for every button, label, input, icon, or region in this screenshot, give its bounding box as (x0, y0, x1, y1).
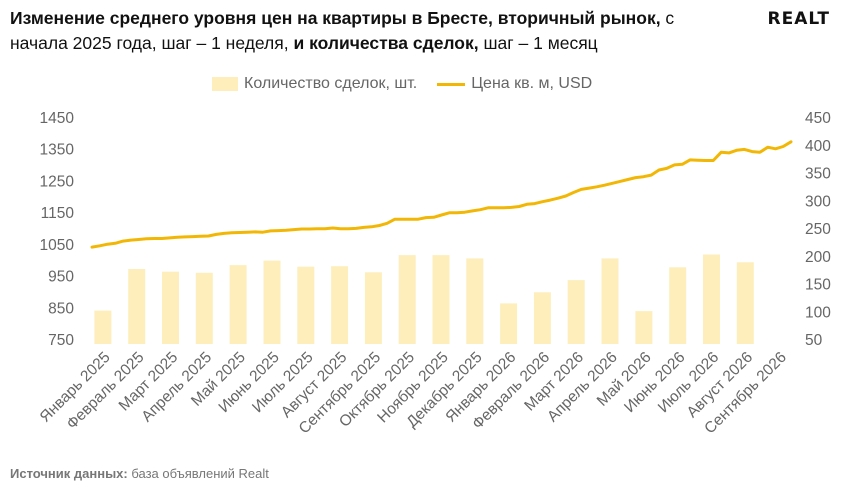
left-tick-label: 1250 (40, 173, 75, 190)
price-line (90, 140, 793, 249)
bar-6 (297, 266, 315, 344)
bar-19 (736, 262, 754, 344)
bars-layer (94, 254, 754, 344)
bar-1 (128, 269, 146, 344)
bar-18 (703, 254, 720, 344)
source-text: база объявлений Realt (127, 466, 269, 481)
bar-15 (601, 258, 619, 344)
chart-title: Изменение среднего уровня цен на квартир… (10, 6, 730, 56)
legend-swatch-bars (212, 77, 238, 91)
bar-16 (635, 311, 653, 344)
right-tick-label: 150 (805, 277, 831, 294)
bar-8 (364, 272, 382, 344)
right-tick-label: 50 (805, 332, 823, 349)
bar-9 (398, 255, 416, 344)
legend-item-line: Цена кв. м, USD (437, 75, 592, 93)
bar-2 (162, 271, 179, 344)
left-tick-label: 1050 (40, 237, 75, 254)
bar-4 (229, 265, 247, 344)
title-part3: и количества сделок, (293, 33, 479, 53)
left-tick-label: 1450 (40, 110, 75, 127)
bar-11 (466, 258, 484, 344)
source-note: Источник данных: база объявлений Realt (10, 466, 269, 481)
right-tick-label: 400 (805, 138, 831, 155)
legend-item-bars: Количество сделок, шт. (212, 75, 417, 93)
chart-legend: Количество сделок, шт. Цена кв. м, USD (212, 72, 612, 96)
right-tick-label: 100 (805, 304, 831, 321)
bar-7 (331, 266, 349, 344)
legend-label-line: Цена кв. м, USD (471, 75, 593, 92)
right-tick-label: 300 (805, 193, 831, 210)
right-tick-label: 250 (805, 221, 831, 238)
line-layer (90, 140, 793, 249)
right-tick-label: 450 (805, 110, 831, 127)
legend-swatch-line (437, 82, 466, 86)
right-tick-label: 350 (805, 166, 831, 183)
bar-5 (263, 260, 281, 344)
left-tick-label: 750 (48, 332, 74, 349)
bar-14 (567, 280, 585, 344)
left-tick-label: 1150 (41, 205, 75, 222)
source-label: Источник данных: (10, 466, 128, 481)
bar-17 (669, 267, 687, 344)
legend-label-bars: Количество сделок, шт. (244, 75, 418, 92)
left-tick-label: 1350 (40, 142, 75, 159)
bar-3 (195, 272, 213, 344)
right-tick-label: 200 (805, 249, 831, 266)
left-tick-label: 850 (48, 300, 74, 317)
realt-logo: REALT (767, 9, 830, 29)
right-axis: 50 100 150 200 250 300 350 400 450 (805, 110, 831, 349)
left-tick-label: 950 (48, 269, 74, 286)
title-part2: с начала 2025 года, шаг – 1 неделя, (10, 8, 675, 53)
bar-0 (94, 310, 112, 344)
bar-10 (432, 255, 450, 344)
bar-12 (500, 303, 518, 344)
left-axis: 750 850 950 1050 1150 1250 1350 1450 (40, 110, 75, 349)
title-part4: шаг – 1 месяц (478, 33, 598, 53)
bar-13 (533, 292, 551, 344)
title-part1: Изменение среднего уровня цен на квартир… (10, 8, 661, 28)
